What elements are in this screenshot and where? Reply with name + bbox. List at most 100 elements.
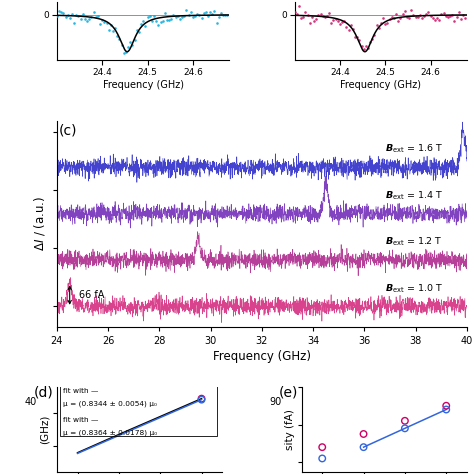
Point — [293, 10, 301, 18]
Point — [170, 11, 177, 19]
Point — [321, 13, 328, 20]
Point — [146, 12, 154, 20]
Point — [196, 11, 203, 19]
Point — [144, 14, 151, 21]
X-axis label: Frequency (GHz): Frequency (GHz) — [102, 80, 183, 90]
Point — [444, 13, 452, 20]
Point — [431, 16, 439, 23]
Point — [73, 11, 80, 19]
Point — [139, 18, 147, 25]
Point — [174, 12, 182, 20]
Point — [345, 26, 352, 34]
Text: fit with —: fit with — — [64, 417, 99, 423]
Text: μ = (0.8344 ± 0.0054) μ₀: μ = (0.8344 ± 0.0054) μ₀ — [64, 401, 157, 407]
Point — [429, 14, 437, 21]
Point — [157, 18, 164, 26]
Text: (c): (c) — [59, 124, 77, 138]
Point — [390, 15, 398, 22]
Text: fit with —: fit with — — [64, 388, 99, 394]
Text: 66 fA: 66 fA — [79, 290, 104, 300]
Point — [124, 43, 132, 51]
Point — [356, 36, 363, 44]
Point — [336, 20, 344, 27]
Point — [90, 8, 97, 16]
Point — [410, 11, 417, 18]
Point — [135, 28, 143, 36]
Point — [79, 10, 87, 18]
Point — [217, 9, 225, 17]
Point — [64, 11, 72, 19]
Point — [343, 23, 350, 31]
Point — [191, 12, 199, 19]
Point — [399, 10, 406, 18]
Point — [317, 10, 324, 18]
Point — [187, 9, 194, 16]
Point — [114, 32, 121, 40]
Point — [308, 13, 316, 20]
Point — [394, 17, 402, 24]
Point — [319, 443, 326, 451]
Point — [55, 7, 63, 15]
Point — [85, 15, 93, 22]
Point — [442, 13, 449, 20]
Point — [405, 14, 413, 22]
Point — [448, 11, 456, 19]
Text: $\boldsymbol{B}$$_{\rm ext}$ = 1.2 T: $\boldsymbol{B}$$_{\rm ext}$ = 1.2 T — [385, 236, 442, 248]
Point — [153, 18, 160, 25]
Point — [68, 10, 76, 18]
Point — [167, 16, 175, 23]
Point — [379, 14, 387, 21]
Point — [382, 21, 389, 28]
Point — [57, 9, 65, 16]
Point — [99, 16, 106, 24]
Point — [451, 18, 458, 25]
Point — [133, 26, 141, 34]
Point — [111, 24, 119, 32]
Point — [81, 16, 89, 23]
Y-axis label: (GHz): (GHz) — [40, 415, 50, 444]
Point — [163, 17, 171, 24]
Point — [453, 13, 460, 20]
Point — [219, 11, 227, 18]
Point — [401, 417, 409, 425]
Point — [407, 6, 415, 14]
Point — [328, 19, 335, 27]
Point — [334, 18, 342, 25]
Text: μ = (0.8364 ± 0.0178) μ₀: μ = (0.8364 ± 0.0178) μ₀ — [64, 429, 158, 436]
Point — [427, 12, 434, 19]
Point — [66, 14, 73, 22]
Text: $\boldsymbol{B}$$_{\rm ext}$ = 1.4 T: $\boldsymbol{B}$$_{\rm ext}$ = 1.4 T — [385, 189, 443, 202]
Point — [210, 7, 218, 15]
Point — [358, 42, 365, 50]
Point — [182, 7, 190, 14]
Point — [436, 16, 443, 23]
Point — [347, 21, 355, 28]
Point — [310, 17, 318, 24]
Point — [189, 13, 197, 20]
Point — [304, 11, 311, 18]
X-axis label: Frequency (GHz): Frequency (GHz) — [213, 350, 311, 363]
Point — [377, 19, 385, 27]
Point — [401, 425, 409, 432]
Point — [354, 34, 361, 41]
Point — [204, 12, 212, 19]
Point — [349, 26, 357, 33]
Point — [403, 13, 410, 20]
Point — [83, 17, 91, 25]
Point — [418, 15, 426, 22]
Point — [291, 9, 299, 16]
Text: $\boldsymbol{B}$$_{\rm ext}$ = 1.6 T: $\boldsymbol{B}$$_{\rm ext}$ = 1.6 T — [385, 143, 443, 155]
Point — [319, 12, 327, 20]
Point — [457, 15, 465, 22]
Point — [161, 9, 169, 17]
Point — [412, 13, 419, 20]
Point — [369, 36, 376, 43]
Point — [224, 11, 231, 18]
Point — [109, 27, 117, 35]
Y-axis label: $\Delta I$ / (a.u.): $\Delta I$ / (a.u.) — [32, 196, 47, 251]
Point — [306, 19, 313, 27]
Point — [362, 43, 370, 50]
Point — [383, 19, 391, 27]
Point — [325, 9, 333, 17]
Point — [221, 11, 229, 18]
